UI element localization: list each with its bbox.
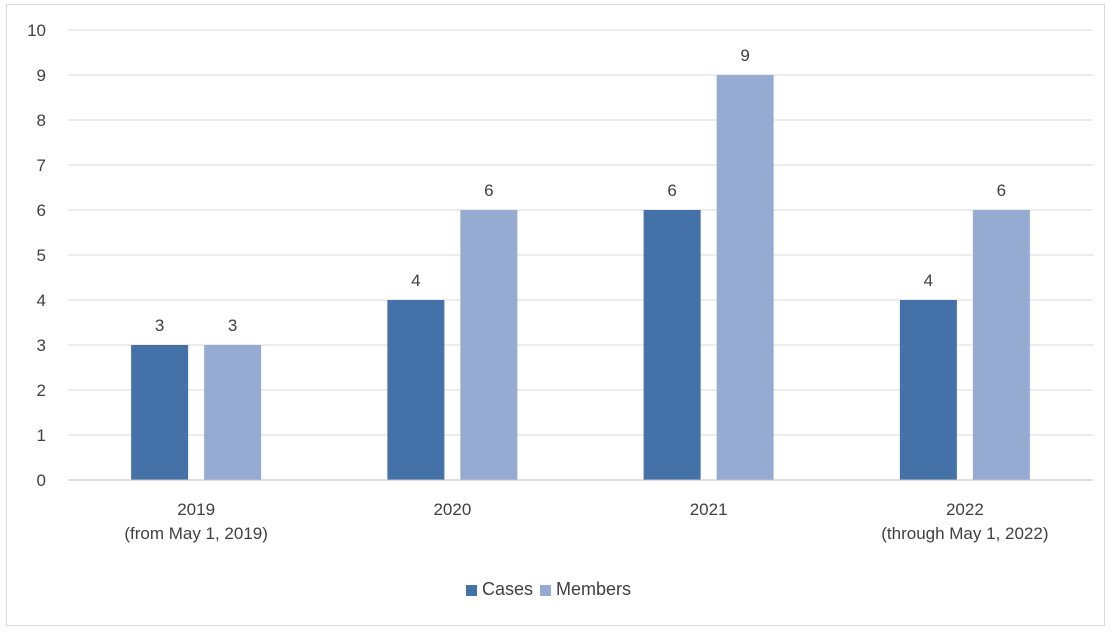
y-tick-label: 10: [27, 21, 46, 40]
bar-cases: [131, 345, 189, 480]
data-label: 6: [997, 181, 1006, 200]
x-tick-label: 2021: [690, 500, 728, 519]
bar-members: [972, 210, 1030, 480]
data-label: 4: [411, 271, 420, 290]
y-tick-label: 0: [37, 471, 46, 490]
bar-members: [460, 210, 518, 480]
x-tick-label: 2019: [177, 500, 215, 519]
data-label: 3: [228, 316, 237, 335]
x-tick-label: (through May 1, 2022): [881, 524, 1048, 543]
y-tick-label: 6: [37, 201, 46, 220]
data-label: 6: [484, 181, 493, 200]
legend-label-cases: Cases: [482, 579, 533, 599]
legend-swatch-cases: [466, 585, 477, 596]
y-tick-label: 5: [37, 246, 46, 265]
bar-cases: [387, 300, 445, 480]
bar-members: [204, 345, 262, 480]
bar-cases: [899, 300, 957, 480]
bar-cases: [643, 210, 701, 480]
legend-label-members: Members: [556, 579, 631, 599]
y-tick-label: 9: [37, 66, 46, 85]
x-tick-label: 2022: [946, 500, 984, 519]
data-label: 3: [155, 316, 164, 335]
data-label: 6: [667, 181, 676, 200]
x-tick-label: 2020: [433, 500, 471, 519]
y-tick-label: 8: [37, 111, 46, 130]
bar-members: [716, 75, 774, 480]
data-label: 9: [740, 46, 749, 65]
x-tick-label: (from May 1, 2019): [124, 524, 268, 543]
y-tick-label: 2: [37, 381, 46, 400]
legend-swatch-members: [540, 585, 551, 596]
y-tick-label: 1: [37, 426, 46, 445]
y-tick-label: 7: [37, 156, 46, 175]
y-tick-label: 4: [37, 291, 46, 310]
data-label: 4: [924, 271, 933, 290]
y-tick-label: 3: [37, 336, 46, 355]
